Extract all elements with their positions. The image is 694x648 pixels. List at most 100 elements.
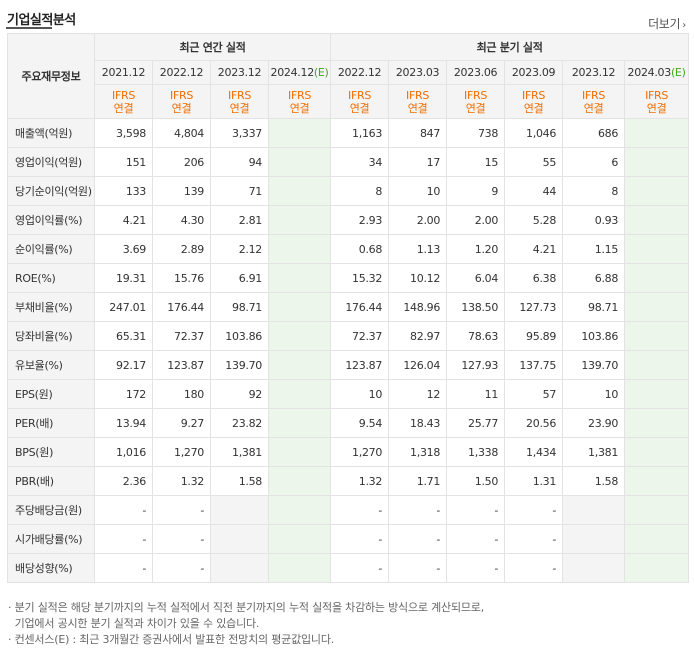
- table-cell: [267, 379, 332, 409]
- table-cell: 71: [210, 176, 269, 206]
- table-cell: 9.54: [330, 408, 390, 438]
- table-cell: [624, 495, 690, 525]
- table-cell: 15.32: [330, 263, 390, 293]
- period-header: 2021.12: [94, 60, 153, 85]
- table-cell: 10.12: [388, 263, 448, 293]
- table-cell: [624, 118, 690, 148]
- table-cell: 18.43: [388, 408, 448, 438]
- table-cell: 2.93: [330, 205, 390, 235]
- table-cell: 17: [388, 147, 448, 177]
- table-cell: 1,381: [562, 437, 626, 467]
- row-label: 순이익률(%): [7, 234, 95, 264]
- table-cell: 3,598: [94, 118, 153, 148]
- ifrs-label: IFRS 연결: [446, 84, 506, 119]
- table-cell: 151: [94, 147, 153, 177]
- table-cell: 1,318: [388, 437, 448, 467]
- chevron-right-icon: ›: [682, 20, 686, 31]
- row-label: 당좌비율(%): [7, 321, 95, 351]
- table-cell: [267, 292, 332, 322]
- estimate-mark: (E): [670, 66, 686, 79]
- table-cell: [210, 495, 269, 525]
- table-cell: 6.88: [562, 263, 626, 293]
- table-cell: 92.17: [94, 350, 153, 380]
- table-cell: -: [94, 553, 153, 583]
- table-cell: [624, 524, 690, 554]
- table-cell: 139.70: [562, 350, 626, 380]
- table-cell: 686: [562, 118, 626, 148]
- table-cell: 2.00: [446, 205, 506, 235]
- table-cell: 1.32: [330, 466, 390, 496]
- table-cell: 13.94: [94, 408, 153, 438]
- table-cell: [624, 147, 690, 177]
- table-cell: 2.36: [94, 466, 153, 496]
- table-cell: 6.04: [446, 263, 506, 293]
- table-cell: 1,338: [446, 437, 506, 467]
- table-row: 당기순이익(억원) 133 139 71 8 10 9 44 8: [7, 176, 690, 206]
- table-cell: [624, 234, 690, 264]
- table-cell: 847: [388, 118, 448, 148]
- footnotes: · 분기 실적은 해당 분기까지의 누적 실적에서 직전 분기까지의 누적 실적…: [8, 600, 484, 648]
- table-cell: 2.89: [152, 234, 211, 264]
- table-cell: [267, 321, 332, 351]
- ifrs-label: IFRS 연결: [152, 84, 211, 119]
- period-header: 2023.12: [562, 60, 626, 85]
- row-label: PBR(배): [7, 466, 95, 496]
- table-cell: 1.13: [388, 234, 448, 264]
- period-header: 2023.06: [446, 60, 506, 85]
- table-cell: 6.38: [504, 263, 564, 293]
- period-row: 2021.12 2022.12 2023.12 2024.12(E) 2022.12 20…: [8, 60, 690, 85]
- table-row: 유보율(%) 92.17 123.87 139.70 123.87 126.04 127.9…: [7, 350, 690, 380]
- footnote: · 컨센서스(E) : 최근 3개월간 증권사에서 발표한 전망치의 평균값입니…: [8, 633, 335, 646]
- table-cell: 1,270: [152, 437, 211, 467]
- table-row: ROE(%) 19.31 15.76 6.91 15.32 10.12 6.04 6.38 6.…: [7, 263, 690, 293]
- table-row: 시가배당률(%) - - - - - -: [7, 524, 690, 554]
- table-row: BPS(원) 1,016 1,270 1,381 1,270 1,318 1,338 1,43…: [7, 437, 690, 467]
- table-cell: 34: [330, 147, 390, 177]
- table-cell: -: [504, 553, 564, 583]
- table-cell: [267, 263, 332, 293]
- table-cell: [267, 466, 332, 496]
- table-row: 배당성향(%) - - - - - -: [7, 553, 690, 583]
- table-cell: 1,016: [94, 437, 153, 467]
- table-cell: 15: [446, 147, 506, 177]
- ifrs-label: IFRS 연결: [94, 84, 153, 119]
- table-cell: 139: [152, 176, 211, 206]
- table-cell: [624, 263, 690, 293]
- table-row: PER(배) 13.94 9.27 23.82 9.54 18.43 25.77 20.56 2…: [7, 408, 690, 438]
- table-row: 당좌비율(%) 65.31 72.37 103.86 72.37 82.97 78.63 95…: [7, 321, 690, 351]
- table-row: 부채비율(%) 247.01 176.44 98.71 176.44 148.96 138.…: [7, 292, 690, 322]
- table-cell: 1,434: [504, 437, 564, 467]
- table-cell: 206: [152, 147, 211, 177]
- ifrs-label: IFRS 연결: [504, 84, 564, 119]
- table-cell: 4.21: [94, 205, 153, 235]
- row-label: 부채비율(%): [7, 292, 95, 322]
- table-cell: 10: [562, 379, 626, 409]
- more-link[interactable]: 더보기 ›: [648, 15, 686, 32]
- footnote: 기업에서 공시한 분기 실적과 차이가 있을 수 있습니다.: [8, 617, 260, 630]
- table-cell: [267, 524, 332, 554]
- table-body: 매출액(억원) 3,598 4,804 3,337 1,163 847 738 1,046 68…: [7, 118, 690, 583]
- row-label: PER(배): [7, 408, 95, 438]
- table-cell: 0.68: [330, 234, 390, 264]
- table-cell: -: [446, 553, 506, 583]
- table-cell: 5.28: [504, 205, 564, 235]
- table-cell: 15.76: [152, 263, 211, 293]
- table-row: 주당배당금(원) - - - - - -: [7, 495, 690, 525]
- table-cell: 98.71: [210, 292, 269, 322]
- table-cell: -: [152, 495, 211, 525]
- row-label: 배당성향(%): [7, 553, 95, 583]
- period-header: 2023.12: [210, 60, 269, 85]
- table-cell: 148.96: [388, 292, 448, 322]
- table-cell: 127.93: [446, 350, 506, 380]
- table-cell: [562, 495, 626, 525]
- table-cell: 25.77: [446, 408, 506, 438]
- row-label: 주당배당금(원): [7, 495, 95, 525]
- table-cell: 6.91: [210, 263, 269, 293]
- table-cell: [267, 437, 332, 467]
- table-row: 영업이익(억원) 151 206 94 34 17 15 55 6: [7, 147, 690, 177]
- table-cell: 738: [446, 118, 506, 148]
- label-header: 주요재무정보: [7, 33, 95, 119]
- table-cell: -: [446, 524, 506, 554]
- row-label: 당기순이익(억원): [7, 176, 95, 206]
- ifrs-label: IFRS 연결: [267, 84, 332, 119]
